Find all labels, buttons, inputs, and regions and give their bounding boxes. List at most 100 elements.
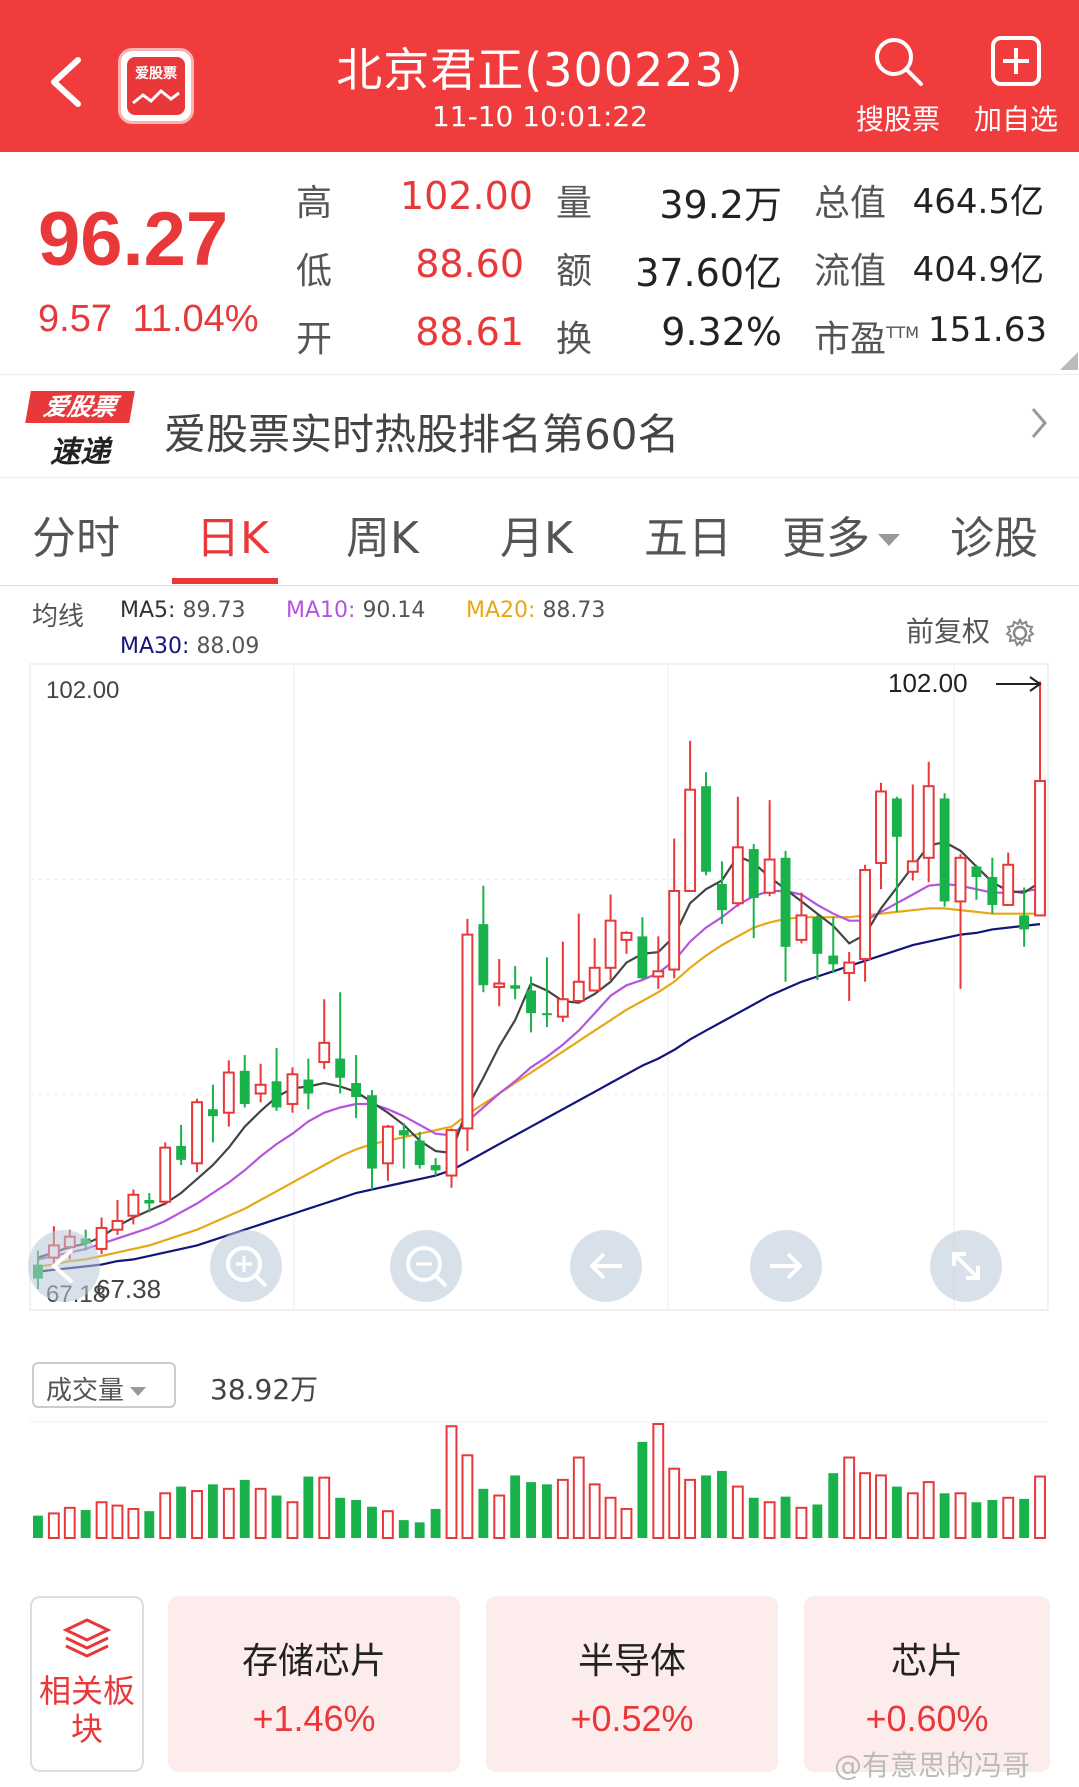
candle-body [1034, 779, 1046, 917]
candle-body [430, 1165, 441, 1171]
candle-body [637, 936, 648, 979]
candle-body [318, 1041, 331, 1064]
search-stock-button[interactable]: 搜股票 [848, 34, 948, 138]
volume-bar [445, 1425, 458, 1540]
volume-bar [351, 1500, 362, 1538]
volume-bar [111, 1504, 124, 1539]
fullscreen-icon[interactable] [930, 1230, 1002, 1302]
volume-bar [191, 1490, 203, 1539]
candle-body [684, 788, 697, 892]
hot-rank-banner[interactable]: 爱股票 速递 爱股票实时热股排名第60名 [0, 374, 1079, 478]
sector-card[interactable]: 芯片 +0.60% [804, 1596, 1050, 1772]
sector-change: +1.46% [252, 1698, 376, 1739]
stat-float-cap-value: 404.9亿 [912, 250, 1044, 290]
volume-bar [701, 1475, 711, 1538]
candle-body [763, 858, 776, 894]
volume-chart[interactable] [0, 1418, 1079, 1558]
volume-bar [637, 1441, 648, 1538]
volume-bar [80, 1510, 91, 1538]
candle-body [716, 883, 727, 911]
tab-monthly-k[interactable]: 月K [500, 513, 573, 564]
candle-body [191, 1101, 203, 1165]
candle-body [1002, 863, 1015, 906]
candle-body [351, 1083, 362, 1097]
zoom-out-icon[interactable] [390, 1230, 462, 1302]
candle-body [620, 931, 633, 941]
stat-label: 额 [556, 251, 593, 292]
volume-bar [222, 1487, 235, 1540]
tab-five-day[interactable]: 五日 [644, 513, 732, 564]
volume-bar [461, 1454, 474, 1539]
kline-chart[interactable]: 102.00 102.00 67.38 67.18 2025 [0, 660, 1079, 1320]
ma10-line [37, 882, 1041, 1261]
volume-bar [207, 1484, 218, 1538]
layers-icon [62, 1618, 112, 1658]
stock-title: 北京君正(300223) [336, 43, 744, 97]
sector-change: +0.60% [865, 1698, 989, 1739]
zoom-in-icon[interactable] [210, 1230, 282, 1302]
stat-label: 高 [296, 183, 333, 224]
volume-bar [254, 1487, 267, 1540]
stat-low-value: 88.60 [415, 242, 524, 286]
candle-body [1019, 915, 1030, 930]
candle-body [971, 866, 982, 878]
caret-down-icon [130, 1386, 147, 1396]
sector-card[interactable]: 存储芯片 +1.46% [168, 1596, 460, 1772]
ma30-legend: MA30: 88.09 [120, 634, 260, 659]
volume-bar [987, 1500, 998, 1538]
stat-pe-value: 151.63 [928, 310, 1047, 350]
candle-body [239, 1070, 250, 1104]
app-logo: 爱股票 [118, 48, 194, 124]
add-watchlist-button[interactable]: 加自选 [966, 34, 1066, 138]
volume-bar [1019, 1498, 1030, 1538]
volume-bar [812, 1504, 823, 1538]
volume-bar [478, 1488, 489, 1538]
volume-bar [430, 1508, 441, 1538]
adjust-mode[interactable]: 前复权 [906, 610, 1035, 650]
volume-bar [971, 1502, 982, 1538]
candle-body [859, 869, 872, 961]
stat-open-value: 88.61 [415, 310, 524, 354]
volume-bar [875, 1474, 887, 1539]
candle-body [303, 1079, 314, 1094]
volume-value: 38.92万 [210, 1373, 319, 1406]
volume-bar [286, 1501, 299, 1539]
stat-volume-value: 39.2万 [659, 183, 782, 227]
sector-card[interactable]: 半导体 +0.52% [486, 1596, 778, 1772]
ma20-line [37, 907, 1040, 1268]
candle-body [207, 1109, 218, 1117]
scroll-right-icon[interactable] [750, 1230, 822, 1302]
price-change: 9.57 11.04% [38, 298, 259, 341]
back-overlay-icon[interactable] [28, 1230, 100, 1302]
sector-name: 半导体 [577, 1641, 686, 1682]
tab-intraday[interactable]: 分时 [32, 513, 120, 564]
tab-more[interactable]: 更多 [782, 502, 900, 566]
volume-bar [939, 1493, 950, 1538]
volume-bar [1002, 1496, 1015, 1540]
tab-diagnose[interactable]: 诊股 [950, 513, 1038, 564]
scroll-left-icon[interactable] [570, 1230, 642, 1302]
volume-bar [684, 1478, 697, 1539]
related-sectors-button[interactable]: 相关板块 [30, 1596, 144, 1772]
back-arrow-icon[interactable] [40, 52, 90, 112]
ma30-line [37, 923, 1041, 1273]
max-price-label: 102.00 [46, 677, 119, 704]
volume-bar [381, 1510, 394, 1539]
tab-daily-k[interactable]: 日K [196, 513, 269, 564]
volume-bar [668, 1467, 681, 1540]
stat-label: 换 [556, 319, 593, 360]
search-icon [875, 38, 923, 86]
ma-lines [37, 840, 1041, 1273]
candle-body [414, 1140, 425, 1166]
stat-label: 开 [296, 319, 333, 360]
settings-gear-icon [1005, 617, 1035, 647]
stat-high-value: 102.00 [400, 174, 533, 218]
volume-bar [780, 1496, 791, 1538]
volume-bar [47, 1512, 60, 1540]
candle-body [271, 1081, 282, 1108]
volume-bar [493, 1494, 506, 1539]
indicator-select[interactable]: 成交量 [32, 1362, 176, 1408]
high-marker-label: 102.00 [888, 668, 968, 698]
tab-weekly-k[interactable]: 周K [346, 513, 419, 564]
candle-body [748, 849, 759, 898]
